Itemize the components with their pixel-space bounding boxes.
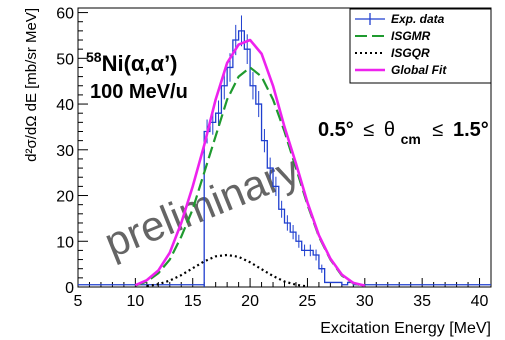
x-tick-label: 40 xyxy=(471,293,489,310)
legend-label: Global Fit xyxy=(391,63,447,77)
x-tick-label: 10 xyxy=(126,293,144,310)
legend-label: ISGQR xyxy=(391,46,430,60)
watermark-text: preliminary xyxy=(98,146,306,267)
angle-high: 1.5° xyxy=(453,119,489,141)
x-tick-label: 15 xyxy=(184,293,202,310)
legend-label: Exp. data xyxy=(391,12,445,26)
le-symbol-1: ≤ xyxy=(363,119,374,141)
series-layer xyxy=(78,15,491,288)
isgmr-curve xyxy=(134,66,366,288)
x-axis: 5 10 15 20 25 30 35 40 xyxy=(74,278,492,310)
x-tick-label: 25 xyxy=(299,293,317,310)
y-axis-title: d²σ/dΩ dE [mb/sr MeV] xyxy=(23,8,40,162)
y-tick-label: 0 xyxy=(65,280,74,297)
global-fit-curve xyxy=(134,38,366,287)
angle-low: 0.5° xyxy=(318,119,354,141)
reaction-text: Ni(α,α’) xyxy=(102,51,178,76)
nucleus-label: 58Ni(α,α’) xyxy=(86,49,178,76)
isgqr-curve xyxy=(146,253,308,288)
legend: Exp. data ISGMR ISGQR Global Fit xyxy=(349,8,492,84)
x-tick-label: 30 xyxy=(356,293,374,310)
x-axis-title: Excitation Energy [MeV] xyxy=(320,320,491,337)
nucleus-mass: 58 xyxy=(86,49,102,65)
legend-items: Exp. data ISGMR ISGQR Global Fit xyxy=(355,12,447,77)
exp-data-histogram xyxy=(203,30,491,287)
legend-label: ISGMR xyxy=(391,29,431,43)
y-axis: 0 10 20 30 40 50 60 xyxy=(56,6,88,297)
y-tick-label: 30 xyxy=(56,143,74,160)
angle-label: 0.5° ≤ θ cm ≤ 1.5° xyxy=(318,119,489,149)
y-tick-label: 60 xyxy=(56,6,74,23)
y-tick-label: 50 xyxy=(56,51,74,68)
y-tick-label: 10 xyxy=(56,234,74,251)
le-symbol-2: ≤ xyxy=(432,119,443,141)
x-tick-label: 20 xyxy=(241,293,259,310)
theta-subscript: cm xyxy=(401,131,421,147)
x-tick-label: 35 xyxy=(413,293,431,310)
y-tick-label: 40 xyxy=(56,97,74,114)
energy-label: 100 MeV/u xyxy=(90,81,188,103)
x-tick-label: 5 xyxy=(74,293,83,310)
y-tick-label: 20 xyxy=(56,189,74,206)
theta-symbol: θ xyxy=(384,119,395,141)
